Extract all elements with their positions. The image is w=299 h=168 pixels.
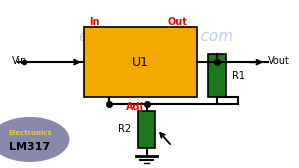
FancyBboxPatch shape: [84, 27, 197, 97]
FancyBboxPatch shape: [208, 54, 226, 97]
Text: R2: R2: [118, 124, 132, 134]
Text: In: In: [89, 17, 100, 27]
Text: Vout: Vout: [268, 56, 289, 66]
Text: LM317: LM317: [9, 142, 51, 152]
Circle shape: [0, 118, 69, 161]
Text: ·: ·: [30, 137, 33, 143]
Text: Vin: Vin: [12, 56, 27, 66]
Text: U1: U1: [132, 56, 149, 69]
Text: Out: Out: [168, 17, 188, 27]
FancyBboxPatch shape: [138, 111, 155, 148]
Text: Adj: Adj: [126, 102, 144, 113]
Text: electronicsarea.com: electronicsarea.com: [78, 29, 233, 45]
Text: Electronics: Electronics: [8, 130, 52, 136]
Text: R1: R1: [232, 71, 245, 81]
